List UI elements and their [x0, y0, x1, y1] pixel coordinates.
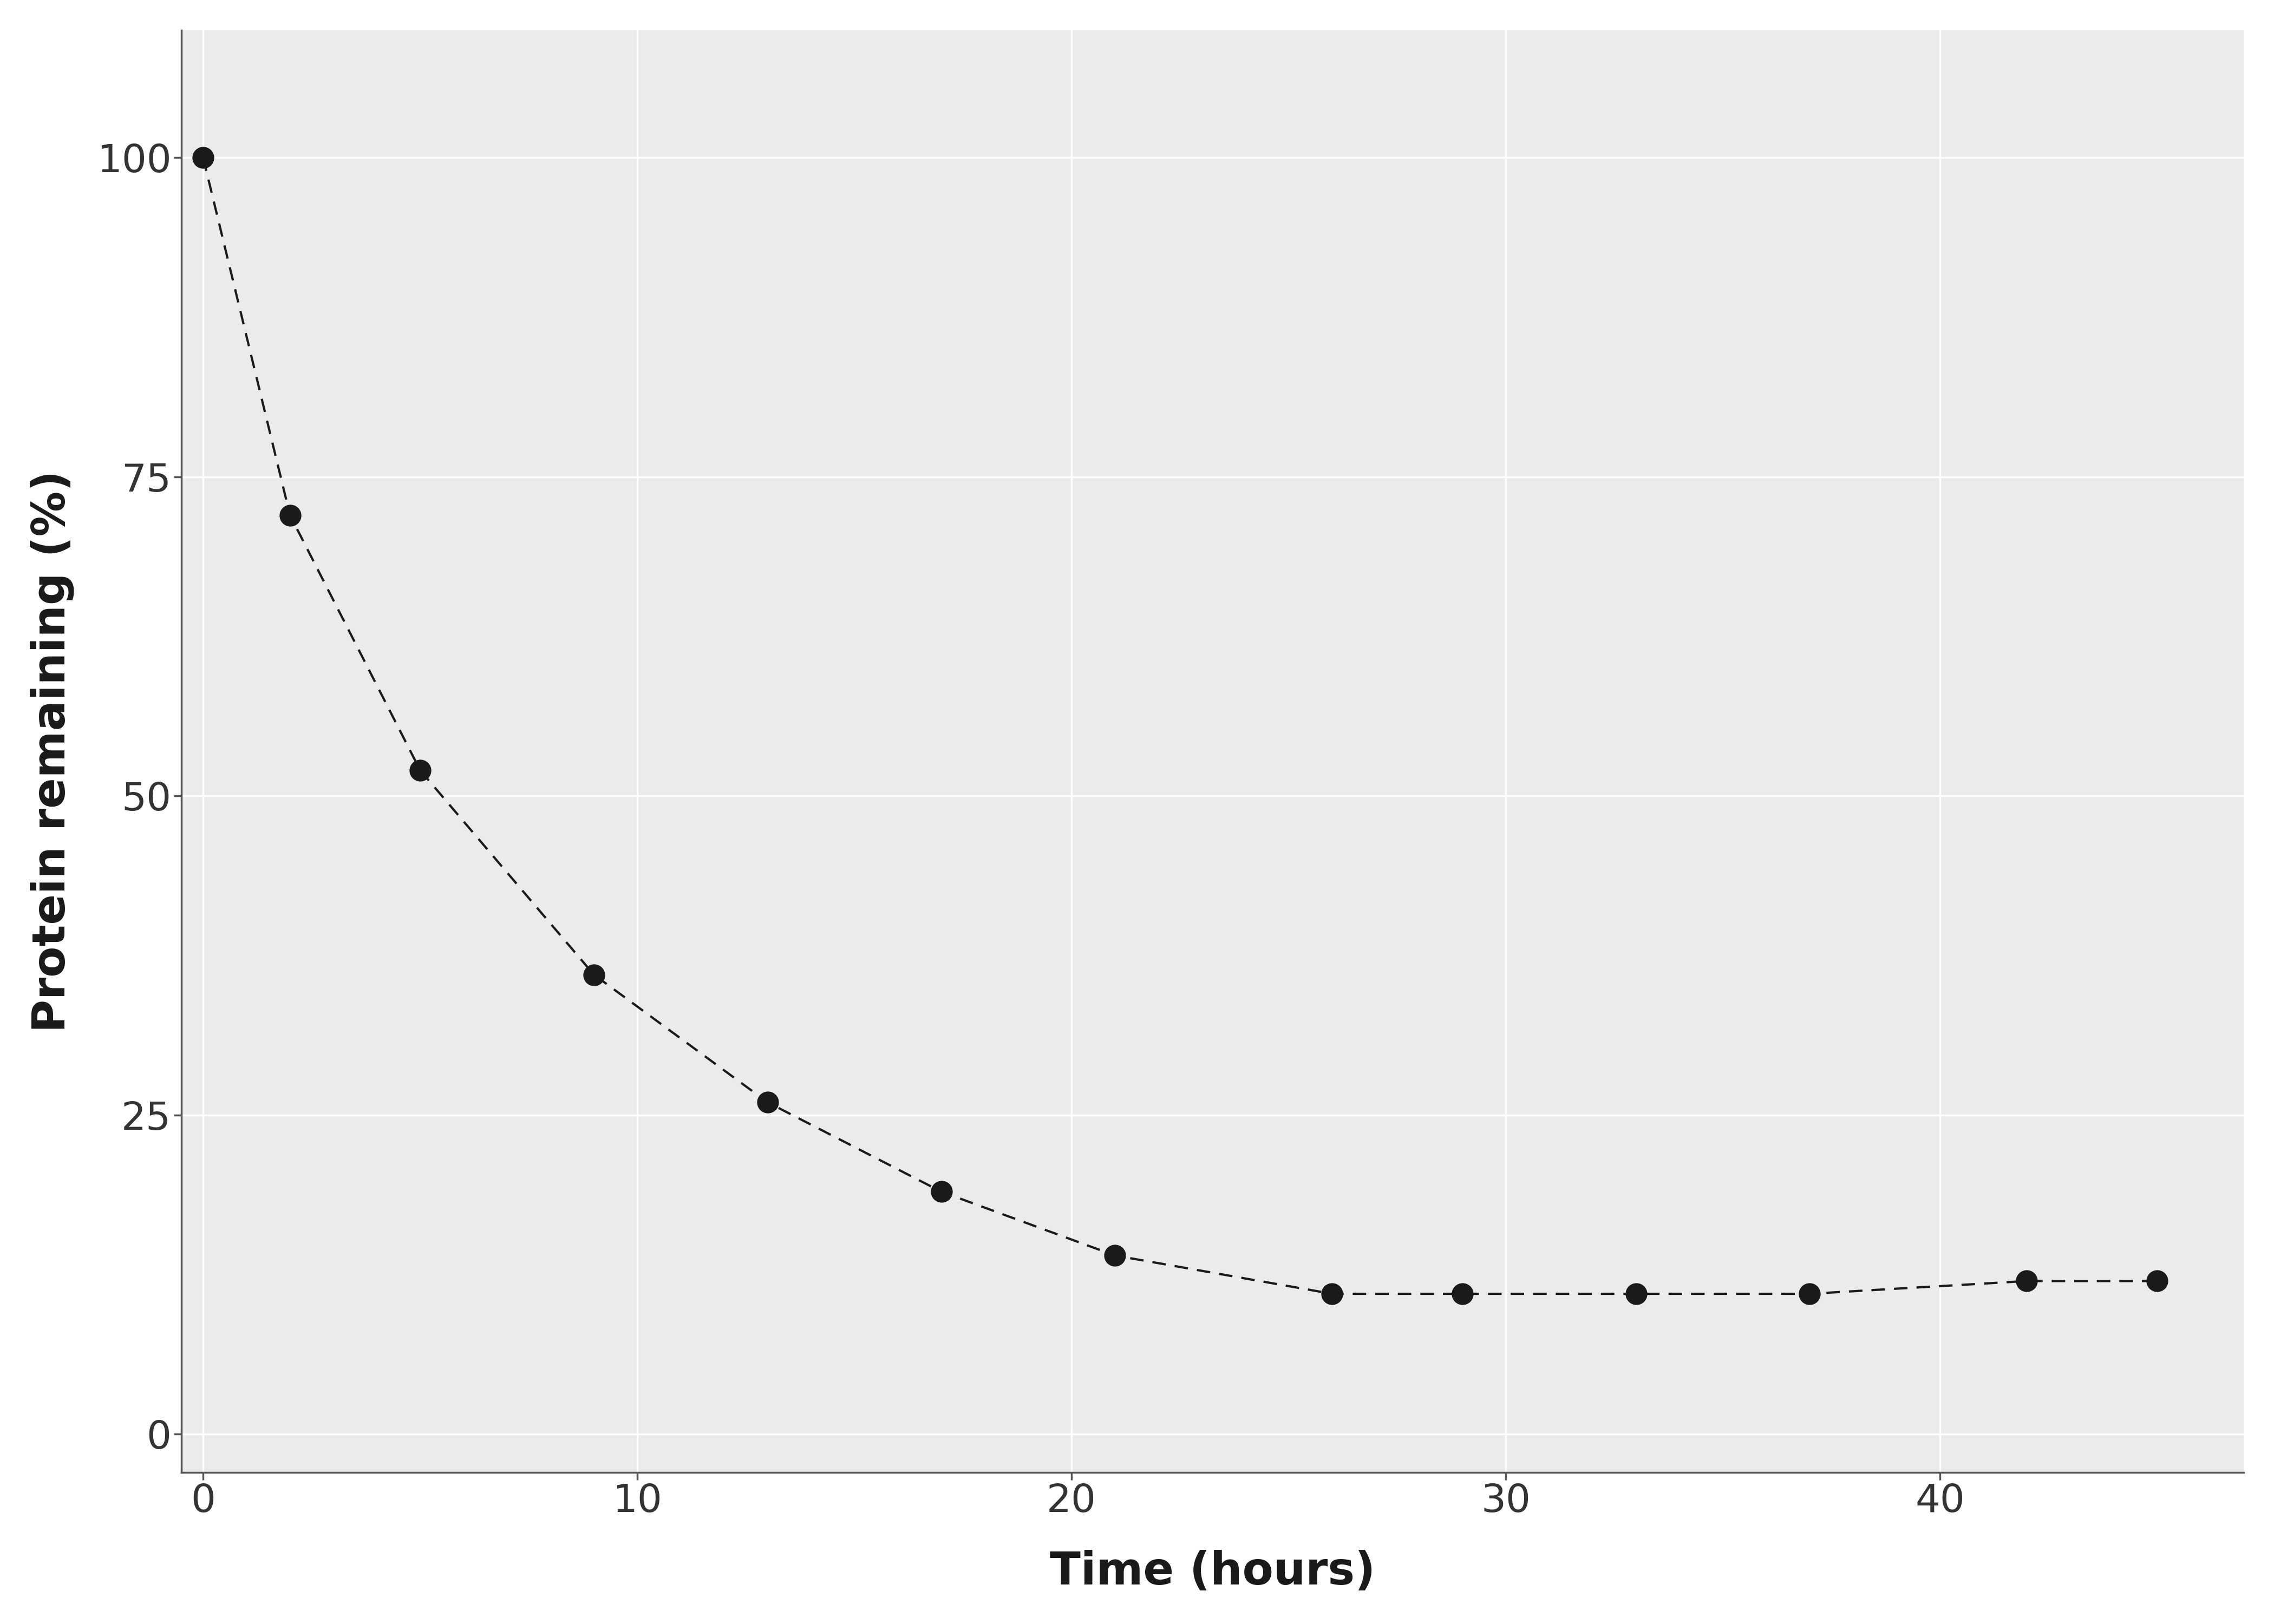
Point	[1314, 1281, 1351, 1307]
Point	[923, 1179, 960, 1205]
Point	[1792, 1281, 1828, 1307]
Point	[750, 1090, 787, 1116]
Point	[2140, 1268, 2176, 1294]
Y-axis label: Protein remaining (%): Protein remaining (%)	[30, 471, 75, 1033]
Point	[184, 145, 221, 171]
Point	[2008, 1268, 2044, 1294]
Point	[1617, 1281, 1653, 1307]
Point	[402, 757, 439, 783]
Point	[575, 961, 612, 987]
X-axis label: Time (hours): Time (hours)	[1051, 1549, 1376, 1593]
Point	[273, 502, 309, 528]
Point	[1444, 1281, 1480, 1307]
Point	[1096, 1242, 1132, 1268]
